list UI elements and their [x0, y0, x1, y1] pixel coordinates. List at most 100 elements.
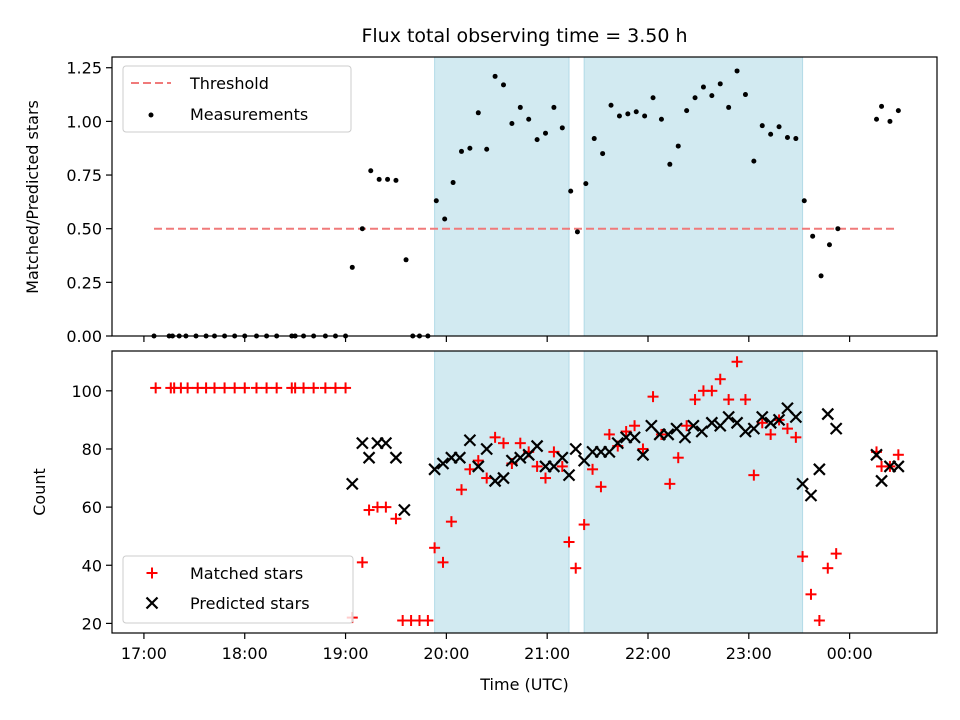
predicted-star-point — [705, 416, 719, 430]
top-y-tick-label: 0.75 — [66, 166, 102, 185]
measurement-point — [692, 95, 698, 101]
measurement-point — [376, 176, 382, 182]
matched-star-point — [271, 382, 283, 394]
bottom-y-tick-label: 40 — [82, 556, 102, 575]
bottom-y-tick-label: 100 — [71, 382, 102, 401]
measurement-point — [442, 216, 448, 222]
count-points — [150, 356, 905, 626]
matched-star-point — [208, 382, 220, 394]
x-axis-label: Time (UTC) — [479, 675, 568, 694]
measurement-point — [726, 104, 732, 110]
measurement-point — [887, 118, 893, 124]
predicted-star-point — [687, 419, 700, 432]
measurement-point — [583, 181, 589, 187]
matched-star-point — [298, 382, 310, 394]
x-tick-label: 23:00 — [726, 644, 772, 663]
matched-star-point — [892, 449, 904, 461]
measurement-point — [879, 103, 885, 109]
measurement-point — [458, 148, 464, 154]
predicted-star-point — [821, 407, 835, 421]
matched-star-point — [570, 562, 582, 574]
x-tick-label: 22:00 — [625, 644, 671, 663]
top-y-tick-label: 0.25 — [66, 273, 102, 292]
measurement-point — [574, 229, 580, 235]
predicted-star-point — [497, 471, 510, 485]
predicted-star-point — [813, 463, 826, 476]
predicted-star-point — [488, 474, 502, 488]
matched-star-point — [603, 428, 615, 440]
matched-star-point — [514, 437, 526, 449]
top-x-ticks — [143, 336, 851, 342]
predicted-star-point — [722, 410, 735, 424]
measurement-point — [568, 188, 574, 194]
measurement-point — [492, 73, 498, 79]
matched-star-point — [629, 420, 641, 432]
measurement-point — [349, 264, 355, 270]
top-legend-box — [122, 65, 352, 133]
matched-star-point — [822, 562, 834, 574]
measurement-point — [359, 226, 365, 232]
measurement-point — [551, 104, 557, 110]
matched-star-point — [472, 455, 484, 467]
x-tick-label: 00:00 — [827, 644, 873, 663]
top-y-ticks: 0.00 0.25 0.50 0.75 1.00 1.25 — [66, 59, 112, 346]
bottom-shaded-interval-0 — [434, 350, 570, 634]
matched-star-point — [429, 542, 441, 554]
bottom-y-ticks: 20 40 60 80 100 — [71, 382, 112, 633]
matched-star-point — [481, 472, 493, 484]
measurement-point — [784, 134, 790, 140]
matched-star-point — [219, 382, 231, 394]
matched-star-point — [781, 423, 793, 435]
legend-measurements-swatch — [148, 112, 154, 118]
matched-star-point — [655, 428, 667, 440]
matched-star-point — [595, 481, 607, 493]
legend-matched-swatch — [146, 567, 158, 579]
matched-star-point — [445, 516, 457, 528]
predicted-star-point — [636, 448, 650, 462]
matched-star-point — [239, 382, 251, 394]
matched-star-point — [150, 382, 162, 394]
measurement-point — [658, 116, 664, 122]
matched-star-point — [182, 382, 194, 394]
matched-star-point — [637, 443, 649, 455]
matched-star-point — [790, 431, 802, 443]
top-y-tick-label: 0.00 — [66, 327, 102, 346]
top-shaded-interval-0 — [434, 56, 570, 337]
legend-predicted-swatch — [145, 596, 159, 610]
matched-star-point — [813, 614, 825, 626]
x-tick-label: 18:00 — [222, 644, 268, 663]
x-tick-label: 20:00 — [423, 644, 469, 663]
bottom-shaded-intervals — [434, 350, 804, 634]
top-shaded-intervals — [434, 56, 804, 337]
measurement-point — [385, 176, 391, 182]
predicted-star-point — [678, 431, 692, 444]
matched-star-point — [797, 551, 809, 563]
measurement-point — [776, 124, 782, 130]
measurement-point — [742, 92, 748, 98]
matched-star-point — [647, 391, 659, 403]
matched-star-point — [587, 463, 599, 475]
measurement-point — [751, 158, 757, 164]
top-y-tick-label: 1.00 — [66, 112, 102, 131]
predicted-star-point — [356, 436, 369, 450]
figure-title: Flux total observing time = 3.50 h — [361, 25, 687, 47]
measurement-point — [793, 136, 799, 142]
top-y-axis-label: Matched/Predicted stars — [23, 100, 42, 294]
predicted-star-point — [772, 413, 786, 427]
predicted-star-point — [453, 451, 467, 464]
matched-star-point — [681, 420, 693, 432]
matched-star-point — [540, 472, 552, 484]
measurement-point — [534, 137, 540, 143]
predicted-star-point — [611, 436, 625, 450]
predicted-star-point — [804, 489, 818, 502]
measurement-point — [591, 136, 597, 142]
bottom-y-axis-label: Count — [30, 468, 49, 516]
measurement-point — [759, 123, 765, 129]
measurement-point — [403, 257, 409, 263]
measurement-point — [517, 104, 523, 110]
measurement-point — [700, 84, 706, 90]
measurement-point — [801, 198, 807, 204]
matched-star-point — [689, 394, 701, 406]
predicted-star-point — [345, 477, 359, 491]
measurement-point — [895, 108, 901, 114]
